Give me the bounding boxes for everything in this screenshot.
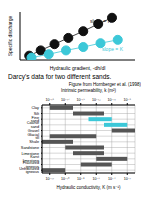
svg-text:10⁻²: 10⁻²	[124, 177, 132, 181]
svg-text:Hydraulic conductivity, K (m s: Hydraulic conductivity, K (m s⁻¹)	[56, 185, 121, 190]
svg-text:10⁻¹⁹: 10⁻¹⁹	[45, 98, 54, 102]
svg-text:10⁻⁸: 10⁻⁸	[77, 177, 85, 181]
svg-text:10⁻⁶: 10⁻⁶	[93, 177, 101, 181]
svg-text:Specific discharge: Specific discharge	[8, 15, 13, 56]
svg-text:10⁻¹¹: 10⁻¹¹	[108, 98, 117, 102]
svg-text:Clay: Clay	[31, 106, 39, 110]
svg-text:Intrinsic permeability, k (m²): Intrinsic permeability, k (m²)	[61, 88, 116, 93]
svg-text:Unfracturedigneous: Unfracturedigneous	[19, 167, 39, 175]
svg-text:10⁻¹⁵: 10⁻¹⁵	[76, 98, 85, 102]
svg-text:10⁻¹⁰: 10⁻¹⁰	[61, 177, 70, 181]
svg-text:10⁻¹⁷: 10⁻¹⁷	[61, 98, 70, 102]
svg-text:Sandstone: Sandstone	[21, 146, 39, 150]
svg-text:Shale: Shale	[29, 140, 39, 144]
svg-text:10⁻⁴: 10⁻⁴	[108, 177, 116, 181]
svg-text:10⁻¹³: 10⁻¹³	[92, 98, 101, 102]
svg-text:10⁻⁹: 10⁻⁹	[124, 98, 132, 102]
svg-text:10⁻¹²: 10⁻¹²	[46, 177, 55, 181]
svg-text:Hydraulic gradient, -dh/dl: Hydraulic gradient, -dh/dl	[50, 65, 106, 71]
